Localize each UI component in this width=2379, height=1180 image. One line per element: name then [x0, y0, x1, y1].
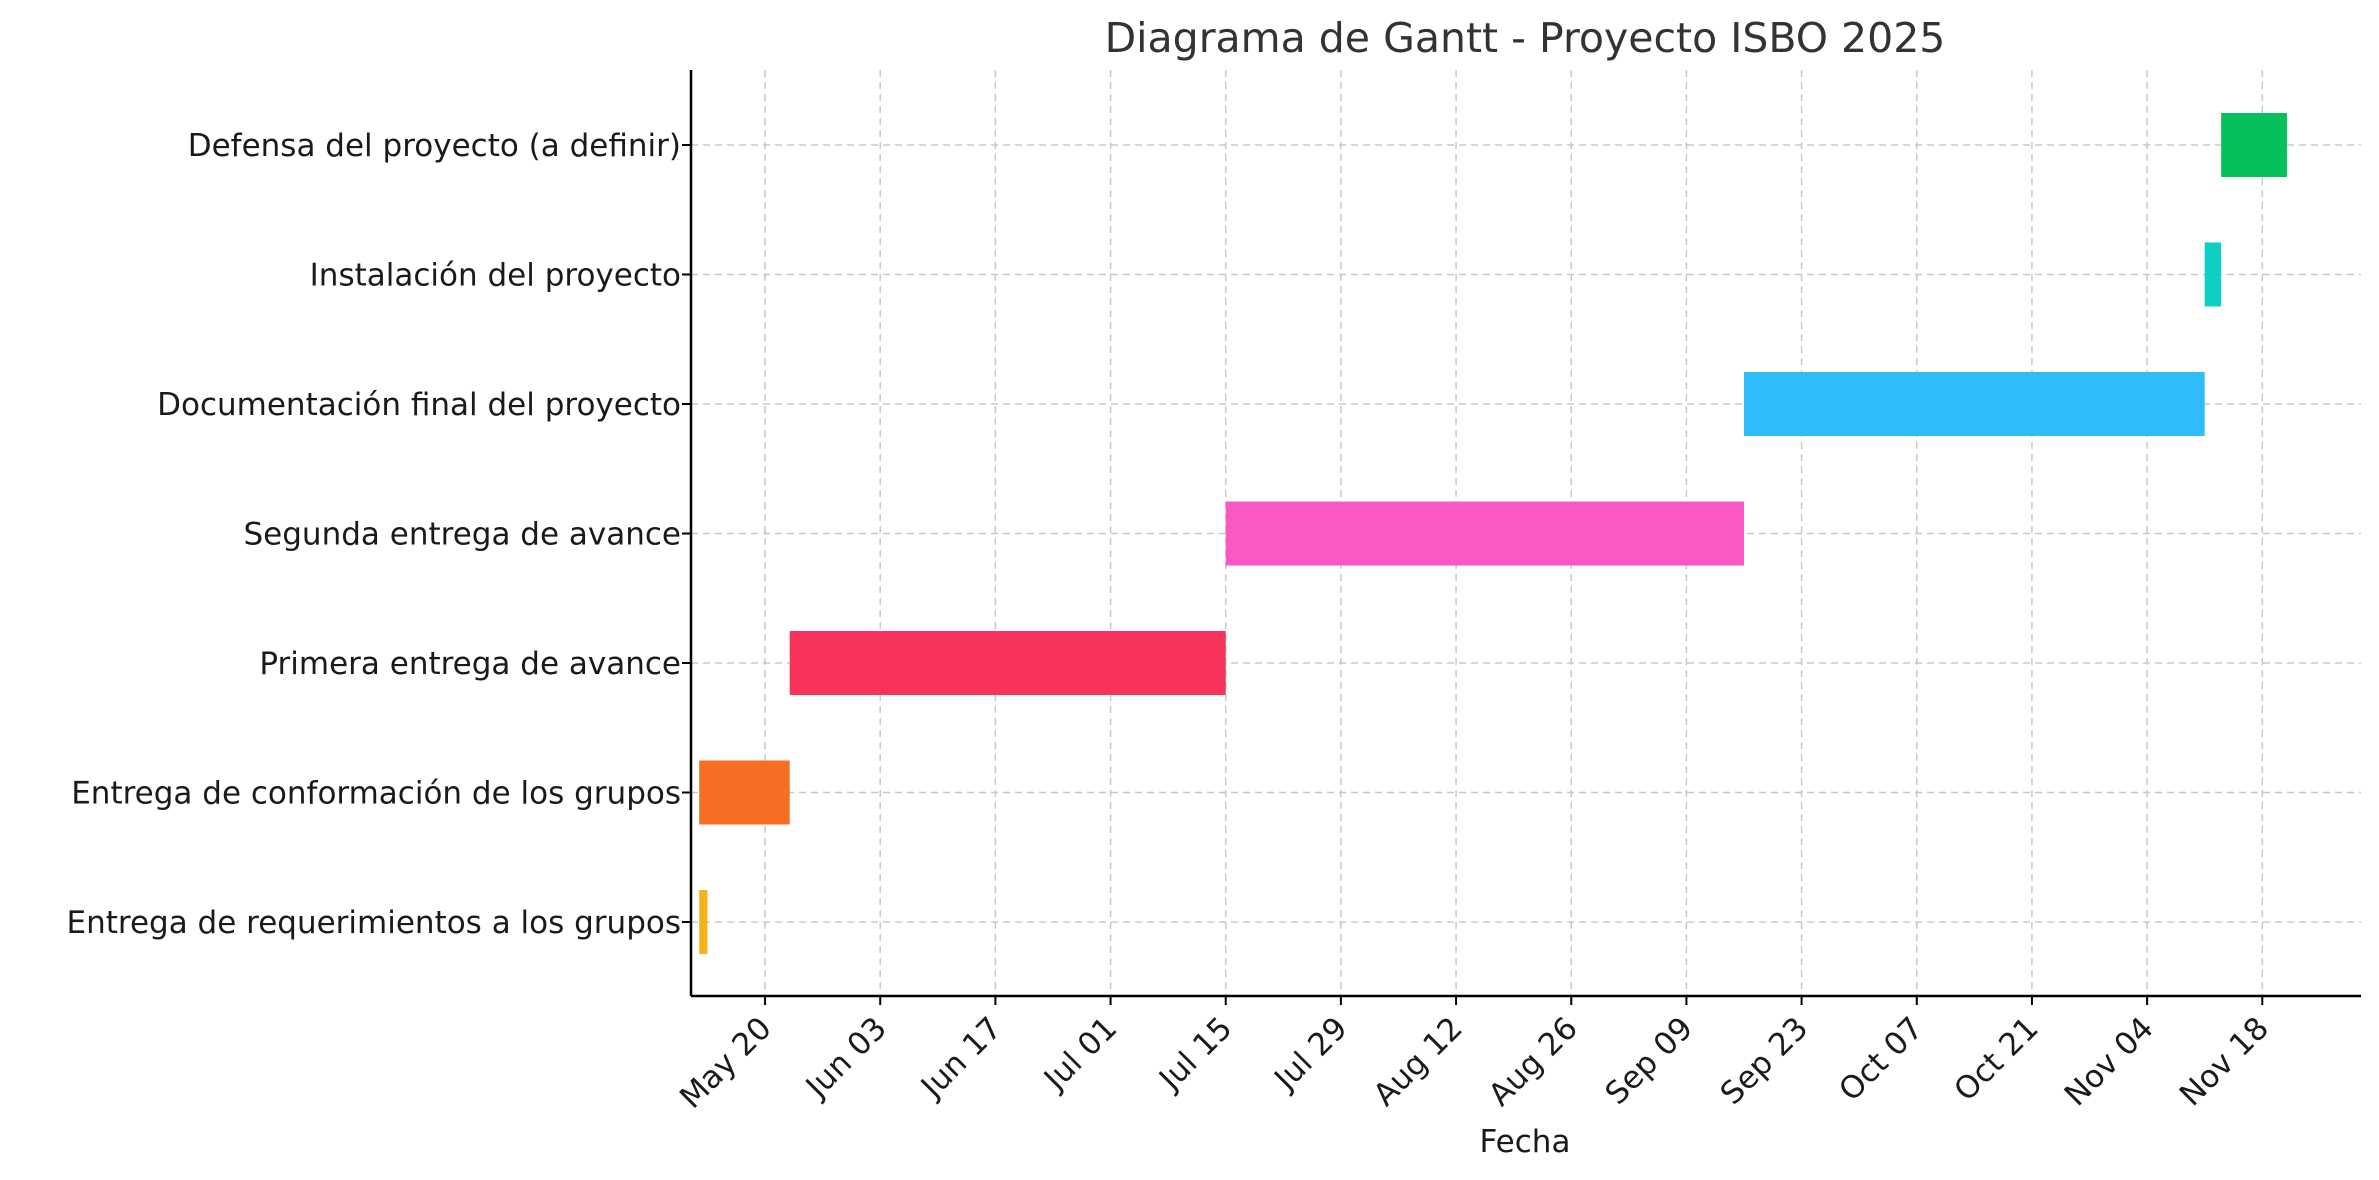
task-label: Defensa del proyecto (a definir) — [188, 128, 681, 164]
task-label: Instalación del proyecto — [310, 258, 681, 294]
x-tick-label: Aug 26 — [1482, 1010, 1585, 1113]
task-label: Entrega de requerimientos a los grupos — [66, 905, 681, 941]
task-label: Documentación final del proyecto — [157, 387, 681, 423]
task-bar — [2204, 242, 2222, 307]
task-label: Entrega de conformación de los grupos — [71, 776, 681, 812]
task-bar — [789, 631, 1226, 695]
y-axis-labels: Entrega de requerimientos a los grupos En… — [66, 128, 691, 941]
task-bar — [699, 890, 708, 954]
x-tick-label: Oct 21 — [1947, 1010, 2045, 1108]
chart-title: Diagrama de Gantt - Proyecto ISBO 2025 — [1105, 14, 1946, 62]
task-bar — [1225, 501, 1745, 566]
x-tick-label: Jul 01 — [1036, 1010, 1124, 1098]
x-tick-label: Jun 03 — [798, 1010, 894, 1106]
x-axis-ticks: May 20 Jun 03 Jun 17 Jul 01 Jul 15 Jul 29 Aug … — [673, 996, 2276, 1116]
task-label: Segunda entrega de avance — [244, 517, 682, 553]
x-tick-label: Jun 17 — [913, 1010, 1009, 1106]
x-tick-label: Sep 23 — [1714, 1010, 1816, 1112]
x-tick-label: Aug 12 — [1367, 1010, 1470, 1113]
task-label: Primera entrega de avance — [259, 646, 681, 682]
bar-layer — [699, 113, 2287, 954]
task-bar — [1744, 372, 2205, 436]
x-tick-label: Nov 18 — [2173, 1010, 2276, 1113]
x-tick-label: Jul 29 — [1266, 1010, 1354, 1098]
x-tick-label: Nov 04 — [2058, 1010, 2161, 1113]
x-tick-label: Jul 15 — [1151, 1010, 1239, 1098]
x-tick-label: Sep 09 — [1598, 1010, 1700, 1112]
task-bar — [699, 760, 790, 825]
task-bar — [2221, 113, 2287, 177]
x-axis-label: Fecha — [1480, 1124, 1571, 1160]
x-tick-label: May 20 — [673, 1010, 779, 1116]
x-tick-label: Oct 07 — [1832, 1010, 1930, 1108]
